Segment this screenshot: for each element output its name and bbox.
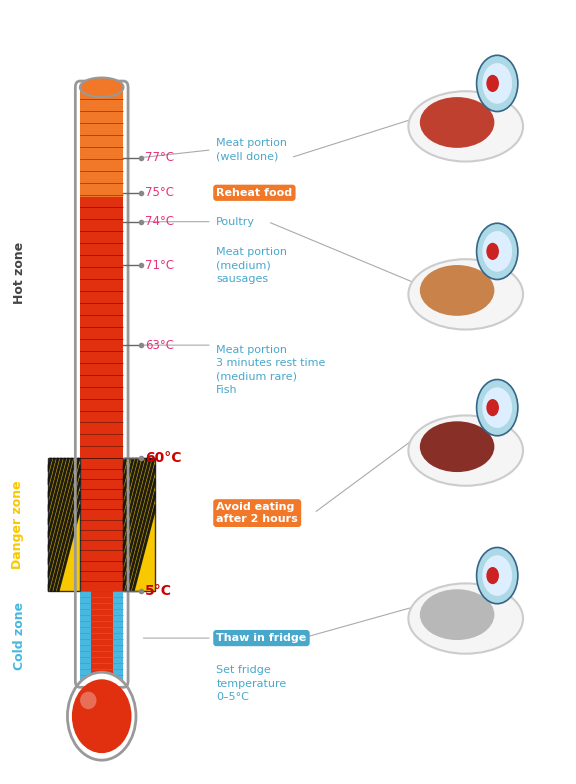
Ellipse shape bbox=[476, 379, 518, 436]
Text: 77°C: 77°C bbox=[145, 151, 175, 164]
Polygon shape bbox=[48, 459, 62, 511]
Ellipse shape bbox=[482, 231, 512, 272]
Ellipse shape bbox=[67, 672, 136, 760]
Polygon shape bbox=[48, 465, 80, 591]
Ellipse shape bbox=[420, 590, 494, 640]
Polygon shape bbox=[123, 459, 127, 472]
Ellipse shape bbox=[486, 74, 499, 92]
Text: Avoid eating
after 2 hours: Avoid eating after 2 hours bbox=[217, 503, 298, 524]
Bar bbox=[112, 591, 123, 681]
Ellipse shape bbox=[408, 91, 523, 162]
Text: 71°C: 71°C bbox=[145, 259, 175, 272]
Ellipse shape bbox=[80, 78, 123, 97]
Polygon shape bbox=[57, 504, 80, 591]
Polygon shape bbox=[123, 459, 130, 485]
Text: Danger zone: Danger zone bbox=[11, 481, 24, 569]
Text: Set fridge
temperature
0–5°C: Set fridge temperature 0–5°C bbox=[217, 666, 287, 702]
Polygon shape bbox=[50, 477, 80, 591]
Ellipse shape bbox=[420, 97, 494, 148]
Text: 5°C: 5°C bbox=[145, 584, 172, 598]
Text: 60°C: 60°C bbox=[145, 452, 182, 466]
Ellipse shape bbox=[476, 56, 518, 111]
Text: Meat portion
(well done): Meat portion (well done) bbox=[217, 138, 287, 162]
Polygon shape bbox=[48, 459, 55, 485]
Polygon shape bbox=[123, 459, 134, 499]
Ellipse shape bbox=[482, 63, 512, 103]
Text: Thaw in fridge: Thaw in fridge bbox=[217, 633, 306, 643]
Polygon shape bbox=[48, 459, 73, 551]
Ellipse shape bbox=[420, 421, 494, 472]
Polygon shape bbox=[48, 459, 52, 472]
Polygon shape bbox=[123, 459, 151, 564]
Bar bbox=[80, 591, 91, 681]
Polygon shape bbox=[54, 491, 80, 591]
Text: Poultry: Poultry bbox=[217, 216, 255, 227]
Text: Meat portion
(medium)
sausages: Meat portion (medium) sausages bbox=[217, 247, 287, 284]
Bar bbox=[123, 459, 155, 591]
Polygon shape bbox=[129, 491, 155, 591]
Polygon shape bbox=[123, 459, 145, 538]
Ellipse shape bbox=[476, 223, 518, 280]
Ellipse shape bbox=[482, 555, 512, 596]
Polygon shape bbox=[123, 465, 155, 591]
Polygon shape bbox=[123, 459, 155, 578]
Ellipse shape bbox=[408, 583, 523, 654]
Ellipse shape bbox=[420, 265, 494, 316]
Ellipse shape bbox=[486, 399, 499, 416]
Bar bbox=[80, 459, 123, 591]
Text: 75°C: 75°C bbox=[145, 187, 175, 199]
Ellipse shape bbox=[408, 260, 523, 329]
Bar bbox=[80, 197, 123, 459]
Ellipse shape bbox=[486, 243, 499, 260]
Polygon shape bbox=[123, 459, 138, 511]
Ellipse shape bbox=[72, 679, 131, 753]
Polygon shape bbox=[126, 477, 155, 591]
Ellipse shape bbox=[80, 691, 97, 710]
Bar bbox=[48, 459, 80, 591]
Text: Hot zone: Hot zone bbox=[13, 242, 26, 304]
Ellipse shape bbox=[486, 567, 499, 584]
Polygon shape bbox=[48, 459, 76, 564]
Polygon shape bbox=[48, 459, 66, 524]
Text: Cold zone: Cold zone bbox=[13, 601, 26, 670]
Polygon shape bbox=[48, 459, 59, 499]
Text: 63°C: 63°C bbox=[145, 339, 175, 352]
Text: Meat portion
3 minutes rest time
(medium rare)
Fish: Meat portion 3 minutes rest time (medium… bbox=[217, 345, 325, 394]
Bar bbox=[80, 87, 123, 197]
Ellipse shape bbox=[476, 547, 518, 604]
Text: 74°C: 74°C bbox=[145, 215, 175, 228]
Ellipse shape bbox=[408, 416, 523, 486]
Text: Reheat food: Reheat food bbox=[217, 188, 293, 198]
Polygon shape bbox=[132, 504, 155, 591]
Polygon shape bbox=[123, 459, 141, 524]
Ellipse shape bbox=[482, 387, 512, 428]
Polygon shape bbox=[48, 459, 79, 578]
Polygon shape bbox=[48, 459, 69, 538]
Bar bbox=[80, 87, 123, 681]
Bar bbox=[91, 591, 112, 681]
Polygon shape bbox=[123, 459, 148, 551]
